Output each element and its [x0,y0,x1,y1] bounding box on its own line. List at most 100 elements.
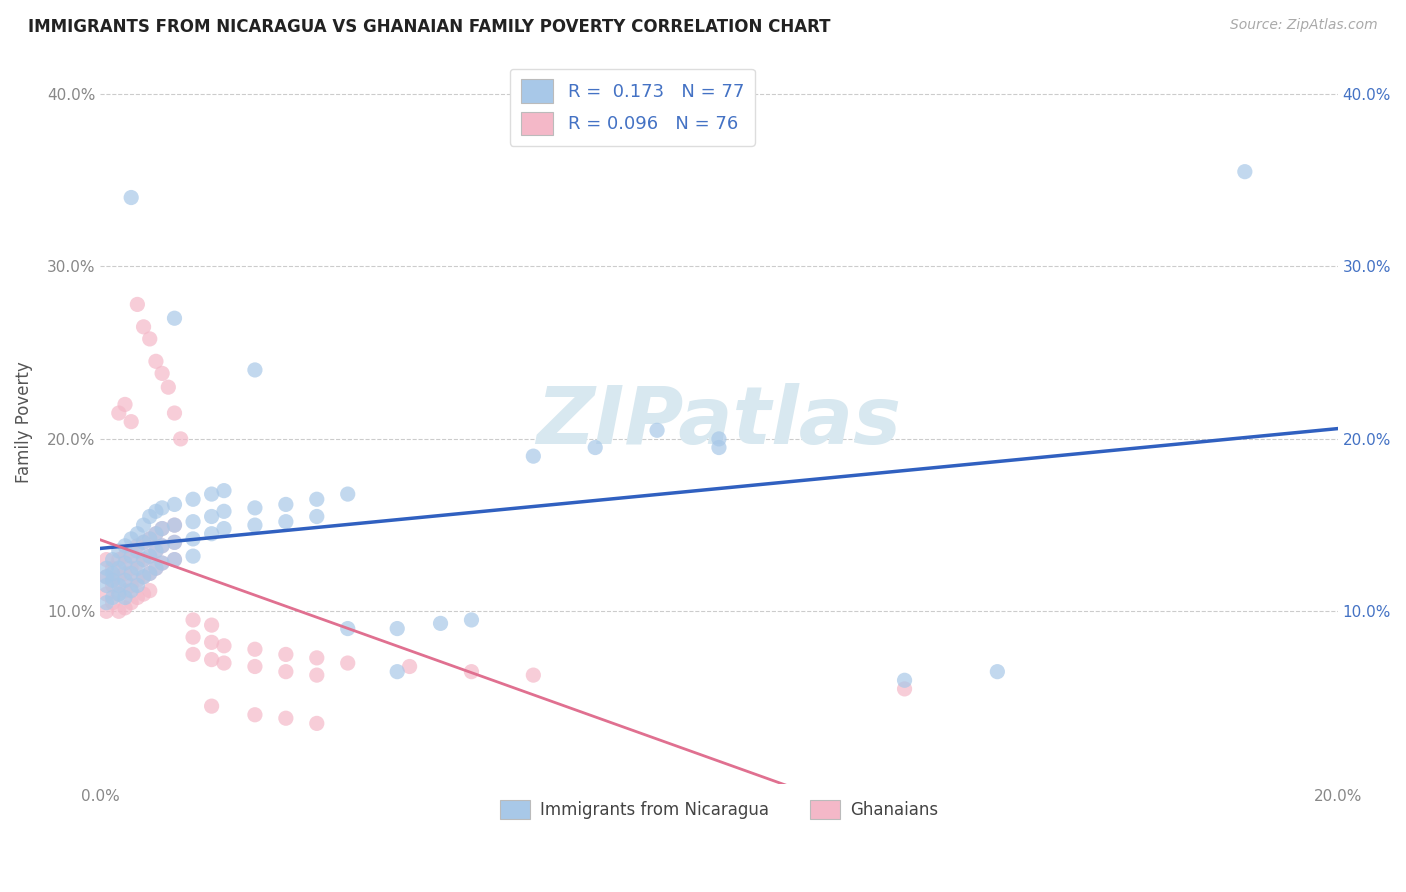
Point [145,526,167,541]
Point [212,522,235,536]
Text: ZIPatlas: ZIPatlas [537,383,901,460]
Point [274,515,297,529]
Point [157,380,180,394]
Point [522,449,544,463]
Point [460,665,482,679]
Point [139,566,162,581]
Point [114,566,136,581]
Point [132,552,155,566]
Point [305,492,328,507]
Point [139,532,162,546]
Point [170,432,193,446]
Point [387,622,409,636]
Point [1233,164,1256,178]
Point [163,552,186,566]
Point [274,648,297,662]
Point [243,642,266,657]
Point [163,518,186,533]
Point [305,509,328,524]
Point [150,556,173,570]
Point [108,604,131,618]
Point [108,406,131,420]
Point [150,500,173,515]
Point [132,570,155,584]
Point [336,656,359,670]
Point [108,561,131,575]
Point [145,544,167,558]
Point [96,596,118,610]
Point [274,711,297,725]
Point [145,561,167,575]
Point [145,504,167,518]
Point [139,509,162,524]
Point [101,561,124,575]
Point [101,596,124,610]
Point [181,630,204,644]
Point [201,635,224,649]
Point [120,544,142,558]
Point [181,549,204,563]
Point [114,600,136,615]
Point [127,578,149,592]
Point [336,622,359,636]
Point [127,526,149,541]
Point [101,591,124,605]
Text: Source: ZipAtlas.com: Source: ZipAtlas.com [1230,18,1378,32]
Point [127,591,149,605]
Point [181,492,204,507]
Point [120,561,142,575]
Point [163,518,186,533]
Point [181,613,204,627]
Point [114,591,136,605]
Point [120,190,142,204]
Point [274,665,297,679]
Point [150,367,173,381]
Point [120,532,142,546]
Point [120,596,142,610]
Point [96,570,118,584]
Point [150,522,173,536]
Point [96,570,118,584]
Point [305,668,328,682]
Point [114,549,136,563]
Point [132,319,155,334]
Point [460,613,482,627]
Point [96,561,118,575]
Point [201,509,224,524]
Point [127,539,149,553]
Point [181,532,204,546]
Point [132,552,155,566]
Point [139,549,162,563]
Point [139,332,162,346]
Point [108,587,131,601]
Point [132,535,155,549]
Point [145,526,167,541]
Point [132,587,155,601]
Point [163,497,186,511]
Point [139,549,162,563]
Point [145,544,167,558]
Point [522,668,544,682]
Point [163,535,186,549]
Point [101,574,124,588]
Point [114,583,136,598]
Point [212,639,235,653]
Point [101,574,124,588]
Point [150,539,173,553]
Point [986,665,1008,679]
Point [101,566,124,581]
Point [201,618,224,632]
Point [101,578,124,592]
Point [127,544,149,558]
Point [305,651,328,665]
Point [243,518,266,533]
Point [108,587,131,601]
Point [645,423,668,437]
Point [243,659,266,673]
Point [120,578,142,592]
Point [139,583,162,598]
Point [108,552,131,566]
Point [274,497,297,511]
Point [150,522,173,536]
Point [114,397,136,411]
